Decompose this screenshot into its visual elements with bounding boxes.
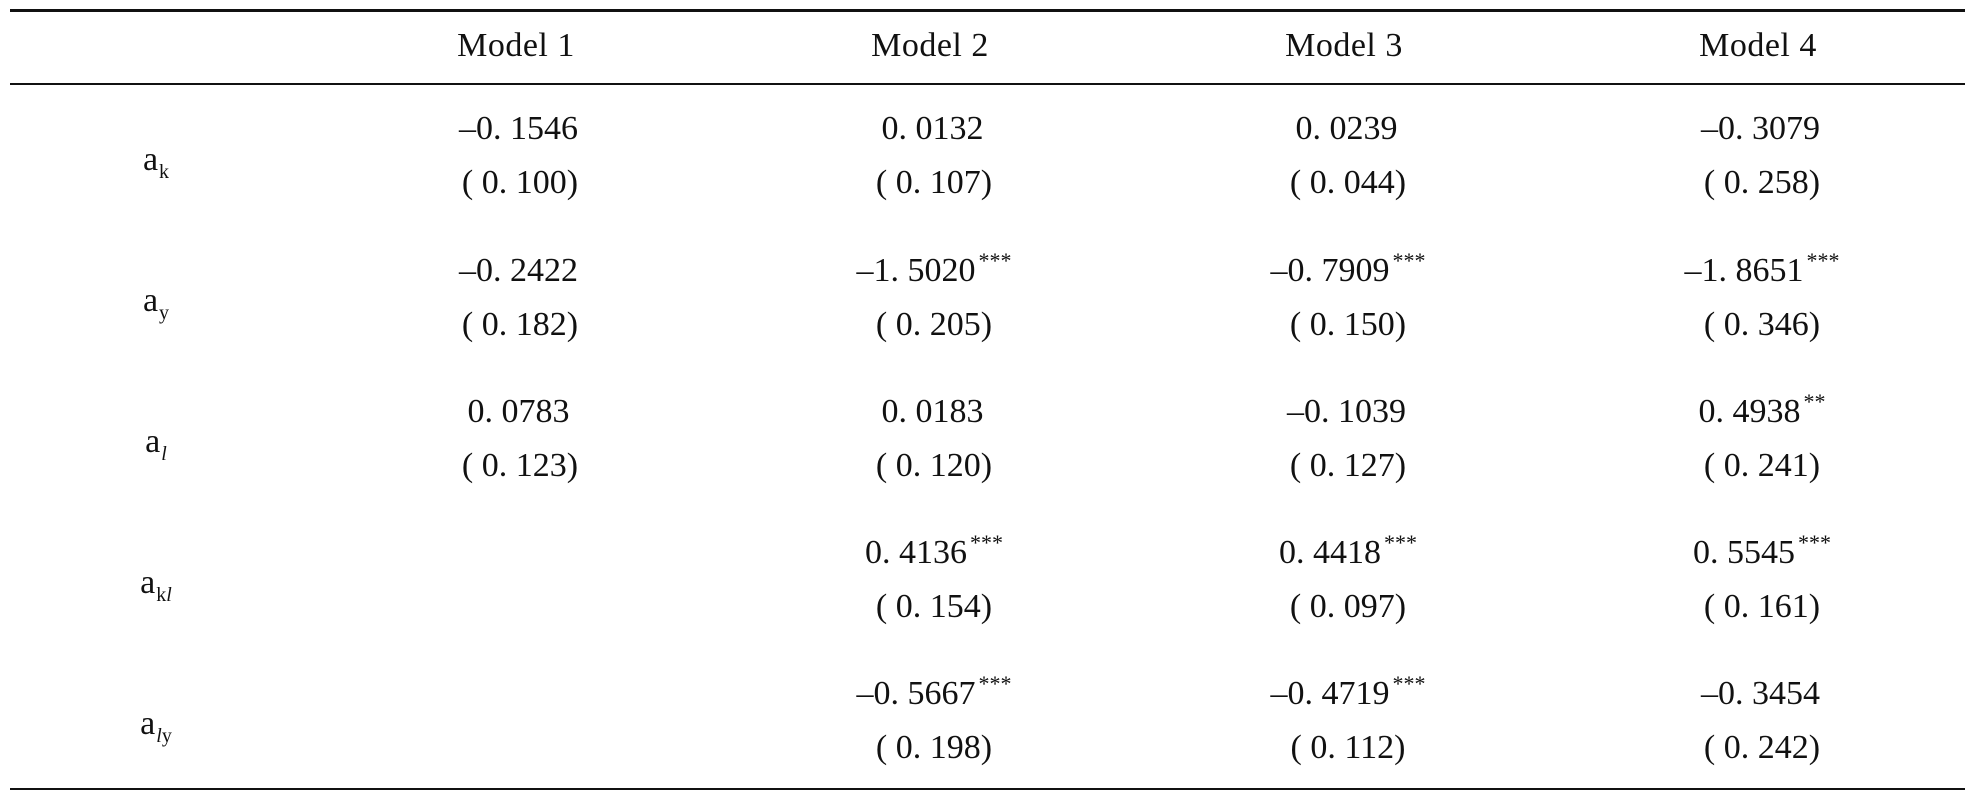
- cell-ak-model-3: 0. 0239 ( 0. 044): [1183, 107, 1513, 205]
- significance-stars: ***: [978, 671, 1012, 696]
- coefficient: 0. 4938: [1698, 393, 1801, 430]
- cell-ak-model-4: –0. 3079 ( 0. 258): [1597, 107, 1927, 205]
- cell-ak-model-2: 0. 0132 ( 0. 107): [769, 107, 1099, 205]
- row-label-akl: akl: [140, 564, 172, 606]
- standard-error: ( 0. 242): [1703, 729, 1821, 766]
- standard-error: ( 0. 346): [1703, 306, 1821, 343]
- standard-error: ( 0. 123): [461, 447, 579, 484]
- coefficient: 0. 5545: [1693, 534, 1795, 571]
- significance-stars: ***: [970, 530, 1003, 555]
- row-label-ak: ak: [142, 141, 170, 183]
- significance-stars: ***: [1392, 248, 1426, 273]
- coefficient: –0. 4719: [1270, 675, 1390, 712]
- row-label-aly: aly: [140, 705, 172, 747]
- significance-stars: ***: [1392, 671, 1426, 696]
- row-label-ay: ay: [142, 282, 170, 324]
- cell-akl-model-2: 0. 4136 *** ( 0. 154): [769, 530, 1099, 629]
- standard-error: ( 0. 097): [1289, 588, 1407, 625]
- cell-akl-model-3: 0. 4418 *** ( 0. 097): [1183, 530, 1513, 629]
- row-label-al: al: [145, 423, 167, 465]
- cell-aly-model-4: –0. 3454 ( 0. 242): [1597, 672, 1927, 770]
- coefficient: –0. 1546: [459, 110, 578, 147]
- cell-ay-model-2: –1. 5020 *** ( 0. 205): [769, 248, 1099, 347]
- table-top-rule: [10, 9, 1965, 12]
- standard-error: [355, 726, 685, 770]
- standard-error: ( 0. 154): [875, 588, 993, 625]
- cell-ay-model-4: –1. 8651 *** ( 0. 346): [1597, 248, 1927, 347]
- coefficient: 0. 4418: [1279, 534, 1381, 571]
- column-header-model-3: Model 3: [1285, 27, 1403, 64]
- standard-error: ( 0. 258): [1703, 164, 1821, 201]
- standard-error: ( 0. 198): [875, 729, 993, 766]
- cell-al-model-2: 0. 0183 ( 0. 120): [769, 390, 1099, 488]
- column-header-model-1: Model 1: [457, 27, 575, 64]
- table-header-rule: [10, 83, 1965, 85]
- cell-al-model-4: 0. 4938 ** ( 0. 241): [1597, 389, 1927, 488]
- coefficient: 0. 0783: [467, 393, 570, 430]
- significance-stars: ***: [1806, 248, 1840, 273]
- cell-ay-model-1: –0. 2422 ( 0. 182): [355, 249, 685, 347]
- coefficient: –0. 3079: [1701, 110, 1820, 147]
- column-header-model-4: Model 4: [1699, 27, 1817, 64]
- coefficient: –0. 7909: [1270, 252, 1390, 289]
- coefficient: 0. 0239: [1295, 110, 1398, 147]
- column-header-model-2: Model 2: [871, 27, 989, 64]
- standard-error: ( 0. 120): [875, 447, 993, 484]
- cell-ak-model-1: –0. 1546 ( 0. 100): [355, 107, 685, 205]
- coefficient: –1. 5020: [856, 252, 976, 289]
- coefficient: –0. 2422: [459, 252, 578, 289]
- standard-error: ( 0. 241): [1703, 447, 1821, 484]
- cell-al-model-1: 0. 0783 ( 0. 123): [355, 390, 685, 488]
- coefficient: 0. 4136: [865, 534, 967, 571]
- standard-error: ( 0. 112): [1290, 729, 1406, 766]
- coefficient: 0. 0132: [881, 110, 984, 147]
- standard-error: ( 0. 044): [1289, 164, 1407, 201]
- cell-aly-model-2: –0. 5667 *** ( 0. 198): [769, 671, 1099, 770]
- significance-stars: **: [1803, 389, 1826, 414]
- standard-error: ( 0. 107): [875, 164, 993, 201]
- significance-stars: ***: [978, 248, 1012, 273]
- cell-aly-model-1: [355, 672, 685, 770]
- coefficient: –0. 5667: [856, 675, 976, 712]
- cell-al-model-3: –0. 1039 ( 0. 127): [1183, 390, 1513, 488]
- cell-aly-model-3: –0. 4719 *** ( 0. 112): [1183, 671, 1513, 770]
- standard-error: ( 0. 205): [875, 306, 993, 343]
- cell-ay-model-3: –0. 7909 *** ( 0. 150): [1183, 248, 1513, 347]
- table-bottom-rule: [10, 788, 1965, 790]
- standard-error: ( 0. 150): [1289, 306, 1407, 343]
- standard-error: ( 0. 182): [461, 306, 579, 343]
- significance-stars: ***: [1384, 530, 1417, 555]
- standard-error: ( 0. 161): [1703, 588, 1821, 625]
- coefficient: –0. 3454: [1701, 675, 1820, 712]
- standard-error: ( 0. 100): [461, 164, 579, 201]
- cell-akl-model-4: 0. 5545 *** ( 0. 161): [1597, 530, 1927, 629]
- cell-akl-model-1: [355, 531, 685, 629]
- coefficient: 0. 0183: [881, 393, 984, 430]
- standard-error: ( 0. 127): [1289, 447, 1407, 484]
- standard-error: [355, 585, 685, 629]
- significance-stars: ***: [1798, 530, 1831, 555]
- coefficient: –0. 1039: [1287, 393, 1406, 430]
- coefficient: –1. 8651: [1684, 252, 1804, 289]
